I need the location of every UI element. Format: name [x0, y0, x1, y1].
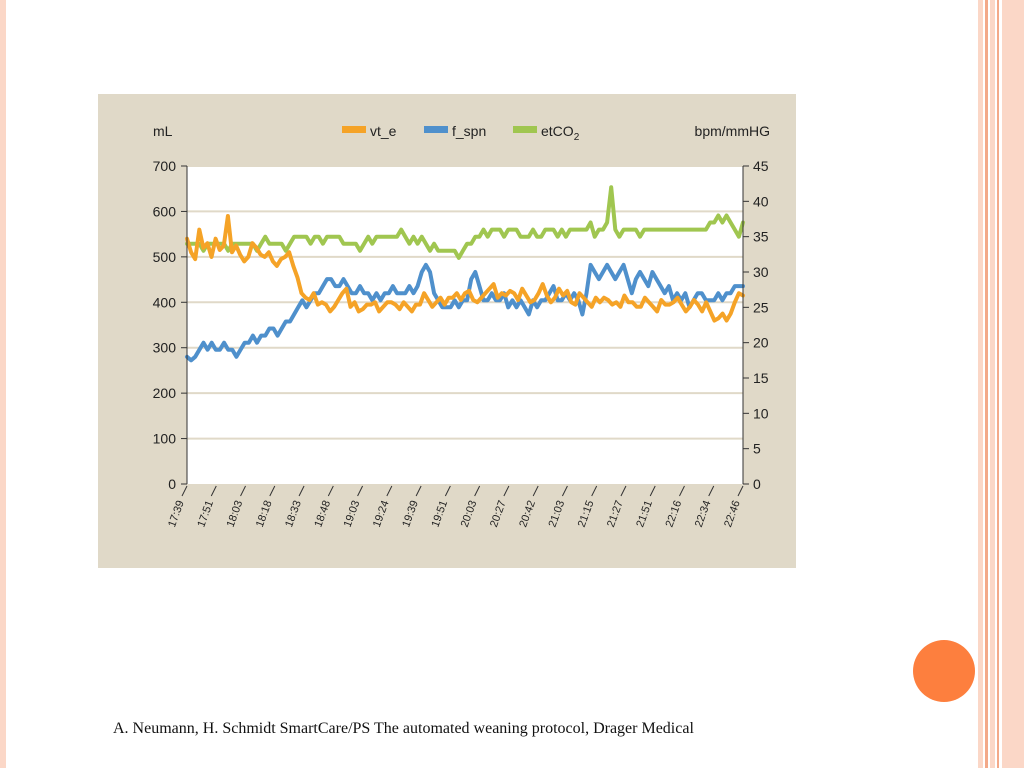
chart-figure: 0 100 200 300 400 500 600 700 0 5 10 15 20 25 30 35 40 45…	[98, 94, 796, 568]
y-left-tick-label: 600	[153, 203, 177, 219]
stripe-2	[985, 0, 988, 768]
y-right-tick-label: 0	[753, 476, 761, 492]
legend-swatch-etco2	[513, 126, 537, 133]
x-tick	[181, 485, 188, 497]
series-line-etco2	[185, 185, 745, 260]
stripe-4	[997, 0, 999, 768]
y-right-tick-label: 5	[753, 441, 761, 457]
y-left-tick-label: 400	[153, 294, 177, 310]
y-left-tick-label: 700	[153, 158, 177, 174]
x-tick	[474, 485, 481, 497]
stripe-5	[1002, 0, 1024, 768]
right-decorative-stripes	[978, 0, 1024, 768]
left-unit-label: mL	[153, 123, 173, 139]
x-tick	[708, 485, 715, 497]
x-tick	[327, 485, 334, 497]
x-tick	[591, 485, 598, 497]
x-tick	[240, 485, 246, 497]
legend: vt_e f_spn etCO2	[342, 123, 580, 143]
x-tick	[532, 485, 539, 497]
x-tick	[357, 485, 364, 497]
gridlines	[187, 165, 743, 440]
series-line-f_spn	[185, 262, 745, 363]
legend-label-etco2: etCO2	[541, 123, 580, 143]
y-right-tick-label: 25	[753, 299, 769, 315]
y-right-tick-label: 10	[753, 405, 769, 421]
y-right-tick-label: 30	[753, 264, 769, 280]
x-tick	[386, 485, 393, 497]
y-right-tick-label: 35	[753, 229, 769, 245]
series-line-vt_e	[185, 214, 745, 323]
x-tick	[561, 485, 568, 497]
legend-swatch-f_spn	[424, 126, 448, 133]
legend-swatch-vt_e	[342, 126, 366, 133]
x-tick	[415, 485, 422, 497]
y-left-tick-label: 0	[168, 476, 176, 492]
y-right-tick-label: 45	[753, 158, 769, 174]
right-stripes-graphic	[978, 0, 1024, 768]
stripe-3	[990, 0, 995, 768]
y-left-tick-label: 300	[153, 340, 177, 356]
series-lines	[185, 185, 745, 363]
y-left-tick-label: 200	[153, 385, 177, 401]
stripe-1	[978, 0, 983, 768]
x-tick	[298, 485, 305, 497]
y-right-tick-label: 15	[753, 370, 769, 386]
legend-label-vt_e: vt_e	[370, 123, 397, 139]
x-tick	[620, 485, 627, 497]
y-right-tick-label: 40	[753, 193, 769, 209]
y-left-tick-label: 500	[153, 249, 177, 265]
right-unit-label: bpm/mmHG	[695, 123, 770, 139]
left-decorative-stripe	[0, 0, 6, 768]
x-tick	[444, 485, 451, 497]
y-right-tick-label: 20	[753, 335, 769, 351]
x-tick	[210, 485, 217, 497]
x-tick	[503, 485, 510, 497]
orange-circle-icon	[913, 640, 975, 702]
legend-label-f_spn: f_spn	[452, 123, 486, 139]
x-tick	[737, 485, 744, 497]
y-left-tick-label: 100	[153, 431, 177, 447]
x-tick	[679, 485, 685, 497]
plot-area	[187, 166, 743, 484]
weaning-chart: 0 100 200 300 400 500 600 700 0 5 10 15 20 25 30 35 40 45…	[98, 94, 796, 568]
x-tick	[649, 485, 656, 497]
citation-text: A. Neumann, H. Schmidt SmartCare/PS The …	[113, 720, 694, 737]
x-tick	[269, 485, 276, 497]
